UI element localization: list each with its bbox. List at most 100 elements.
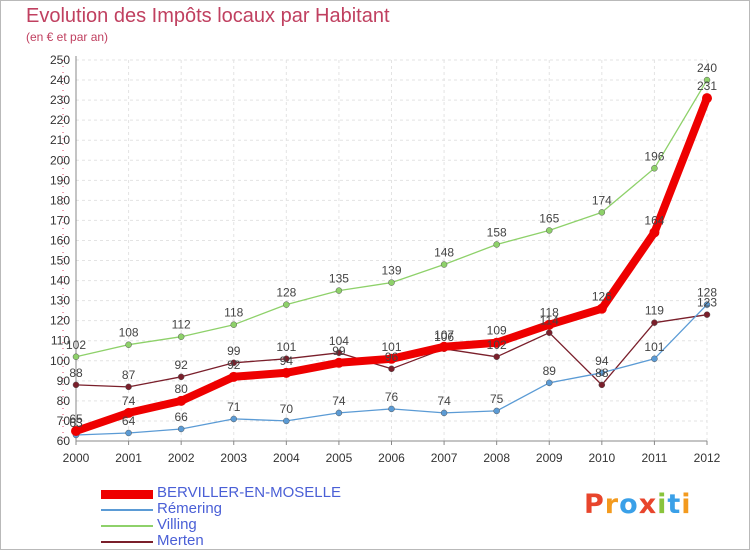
data-point [649, 227, 660, 238]
data-point [546, 227, 553, 234]
data-label: 99 [227, 344, 241, 358]
data-point [177, 373, 185, 381]
data-point [703, 301, 711, 308]
x-tick-label: 2011 [642, 451, 668, 465]
data-point [176, 395, 187, 406]
data-label: 119 [645, 304, 664, 318]
data-label: 101 [644, 340, 664, 354]
chart-title: Evolution des Impôts locaux par Habitant [26, 5, 390, 27]
data-point [651, 355, 658, 363]
data-label: 118 [224, 306, 243, 320]
y-tick-label: 140 [50, 274, 70, 288]
data-point [386, 353, 397, 364]
data-label: 87 [122, 368, 136, 382]
data-point [333, 357, 344, 368]
data-point [546, 329, 553, 336]
data-label: 88 [595, 366, 609, 380]
y-tick-label: 250 [50, 53, 70, 67]
data-label: 99 [332, 344, 346, 358]
y-tick-label: 100 [50, 354, 70, 368]
data-point [230, 415, 237, 423]
logo-letter: i [657, 489, 668, 520]
x-tick-label: 2007 [431, 451, 458, 465]
data-point [651, 319, 658, 326]
x-tick-label: 2004 [273, 451, 300, 465]
logo-letter: t [667, 489, 682, 520]
y-tick-label: 220 [50, 113, 70, 127]
legend-label: Rémering [157, 500, 223, 517]
logo-letter: x [638, 489, 658, 520]
data-point [125, 383, 132, 391]
legend-item: Villing [101, 516, 361, 534]
data-label: 108 [119, 326, 139, 340]
x-tick-label: 2006 [378, 451, 405, 465]
data-label: 158 [487, 225, 507, 239]
legend-label: BERVILLER-EN-MOSELLE [157, 484, 341, 501]
data-point [703, 311, 711, 318]
data-point [598, 209, 606, 216]
y-tick-label: 90 [57, 374, 71, 388]
data-label: 65 [69, 412, 83, 426]
x-tick-label: 2012 [694, 451, 721, 465]
data-label: 71 [227, 400, 241, 414]
data-point [177, 333, 185, 340]
legend-item: BERVILLER-EN-MOSELLE [101, 484, 361, 502]
data-point [283, 417, 290, 425]
legend-label: Villing [157, 516, 197, 533]
data-label: 101 [381, 340, 401, 354]
data-label: 76 [385, 390, 399, 404]
data-point [283, 355, 290, 363]
data-label: 139 [381, 264, 401, 278]
x-tick-label: 2009 [536, 451, 563, 465]
data-point [440, 409, 448, 417]
data-point [596, 303, 607, 314]
data-point [71, 425, 81, 436]
y-tick-label: 180 [50, 193, 70, 207]
y-tick-label: 60 [57, 434, 71, 448]
y-tick-label: 200 [50, 153, 70, 167]
data-point [230, 359, 237, 367]
legend-swatch [101, 489, 153, 499]
x-tick-label: 2008 [483, 451, 510, 465]
data-point [72, 381, 80, 389]
data-point [125, 341, 132, 348]
data-point [598, 381, 606, 389]
data-label: 123 [697, 296, 717, 310]
data-point [125, 429, 132, 437]
data-label: 102 [66, 338, 86, 352]
x-tick-label: 2005 [326, 451, 353, 465]
data-label: 74 [332, 394, 346, 408]
data-point [440, 261, 448, 268]
data-label: 94 [280, 354, 294, 368]
legend-item: Rémering [101, 500, 361, 518]
data-label: 63 [69, 416, 83, 430]
data-label: 114 [540, 314, 559, 328]
data-point [388, 365, 395, 373]
y-tick-label: 210 [50, 133, 70, 147]
chart-subtitle: (en € et par an) [26, 30, 109, 44]
logo-letter: i [681, 489, 692, 520]
data-label: 92 [227, 358, 241, 372]
data-label: 164 [644, 213, 664, 227]
data-label: 96 [385, 350, 399, 364]
data-label: 92 [174, 358, 188, 372]
y-tick-label: 150 [50, 254, 70, 268]
data-label: 135 [329, 272, 349, 286]
data-labels: 65 74 80 92 94 99 101 107 109 118 126 164 231 63 64 66 7… [66, 61, 717, 430]
legend-swatch [101, 525, 153, 527]
data-point [702, 93, 712, 104]
data-label: 128 [276, 286, 296, 300]
data-label: 196 [644, 149, 664, 163]
x-tick-label: 2010 [588, 451, 615, 465]
data-point [491, 337, 502, 348]
data-point [703, 76, 711, 84]
legend-label: Merten [157, 532, 204, 549]
data-label: 174 [592, 193, 612, 207]
x-tick-label: 2003 [220, 451, 247, 465]
data-label: 240 [697, 61, 717, 75]
data-label: 66 [174, 410, 188, 424]
data-label: 128 [697, 286, 717, 300]
legend-item: Merten [101, 532, 361, 550]
y-tick-label: 130 [50, 294, 70, 308]
